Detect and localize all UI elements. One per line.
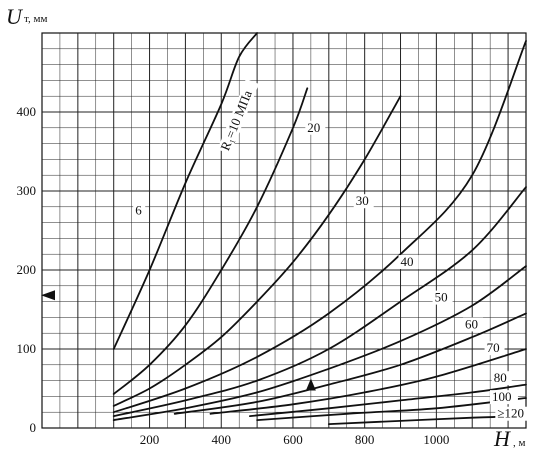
x-tick-label: 1000 [423,432,449,447]
plot-frame [41,32,527,429]
tick-labels: 200 400 600 800 1000 0 100 200 300 400 [17,104,450,447]
y-axis-unit: т, мм [24,13,47,25]
curve-series-9 [256,397,527,421]
curve-label: 50 [435,290,448,305]
curve-series-5 [112,265,527,421]
y-tick-label: 200 [17,262,37,277]
curve-label-background [133,203,146,218]
curve-label-background [398,255,419,270]
arrow-up-marker [305,378,316,391]
x-axis-title: H [493,426,511,451]
y-tick-label: 400 [17,104,37,119]
curve-label-background [491,371,512,386]
curve-label-background [432,290,453,305]
curve-label-background [484,341,505,356]
y-tick-label: 100 [17,341,37,356]
x-tick-label: 400 [212,432,232,447]
curve-label: 70 [487,340,500,355]
x-tick-label: 600 [283,432,303,447]
curve-label: ≥120 [497,406,524,421]
curve-label-background [305,120,326,135]
curve-series-1 [112,87,309,395]
curve-label-background [495,406,532,421]
y-tick-label: 300 [17,183,37,198]
curve-label: 100 [492,389,512,404]
curve-label-background [489,390,518,405]
curve-label: 60 [465,316,478,331]
x-axis-unit: , м [513,437,526,449]
x-tick-label: 200 [140,432,160,447]
curve-series-3 [112,40,527,414]
curve-label: 40 [401,254,414,269]
curve-series-0 [112,32,258,350]
curves [112,32,527,425]
curve-label-background [353,194,374,209]
curve-series-4 [112,186,527,417]
curve-series-2 [112,95,402,407]
y-tick-label: 0 [30,420,37,435]
curve-label: 20 [307,120,320,135]
curve-series-6 [173,312,527,415]
y-axis-title: U [6,4,24,29]
curve-series-8 [249,383,527,417]
x-tick-label: 800 [355,432,375,447]
curve-label: 80 [494,370,507,385]
curve-label: 6 [135,203,142,218]
curve-label-background [217,78,259,155]
curve-label-background [463,317,484,332]
curve-series-7 [209,348,527,415]
grid [42,33,526,428]
annotations [41,290,316,391]
arrow-left-marker [41,290,55,301]
curve-label: 30 [356,193,369,208]
